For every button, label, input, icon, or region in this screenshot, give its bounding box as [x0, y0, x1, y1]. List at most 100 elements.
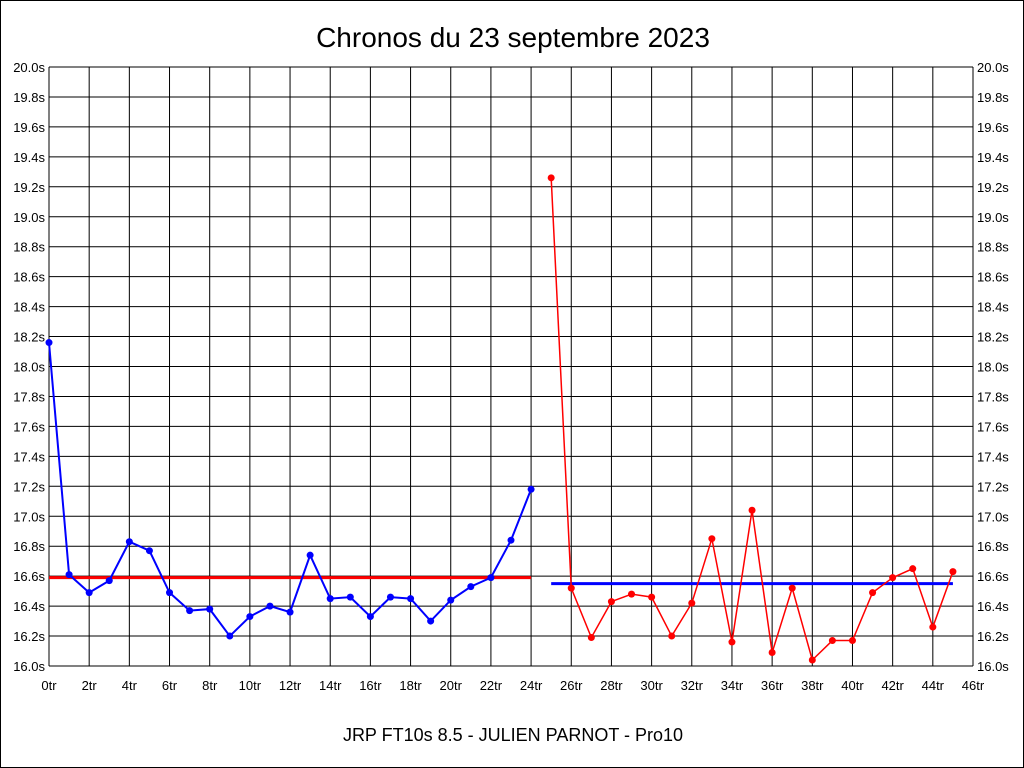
x-tick-label: 36tr [761, 678, 784, 693]
y-tick-label-right: 17.0s [977, 509, 1009, 524]
y-tick-label-left: 16.6s [13, 569, 45, 584]
data-point [166, 589, 174, 597]
y-tick-label-right: 17.8s [977, 389, 1009, 404]
x-tick-label: 0tr [41, 678, 57, 693]
data-point [628, 590, 636, 598]
data-point [507, 536, 515, 544]
y-tick-label-right: 16.4s [977, 599, 1009, 614]
x-tick-label: 18tr [399, 678, 422, 693]
y-tick-label-left: 16.4s [13, 599, 45, 614]
data-point [85, 589, 93, 597]
y-tick-label-right: 18.0s [977, 360, 1009, 375]
data-point [788, 584, 796, 592]
y-tick-label-left: 17.6s [13, 419, 45, 434]
y-tick-label-left: 16.8s [13, 539, 45, 554]
data-point [407, 595, 415, 603]
x-tick-label: 32tr [681, 678, 704, 693]
data-point [186, 607, 194, 615]
y-tick-label-right: 18.2s [977, 330, 1009, 345]
y-tick-label-left: 20.0s [13, 60, 45, 75]
x-tick-label: 28tr [600, 678, 623, 693]
y-tick-label-right: 18.6s [977, 270, 1009, 285]
y-tick-label-left: 18.0s [13, 360, 45, 375]
data-point [808, 656, 816, 664]
y-tick-label-right: 20.0s [977, 60, 1009, 75]
x-tick-label: 4tr [122, 678, 138, 693]
data-point [668, 632, 676, 640]
data-point [306, 551, 314, 559]
y-tick-label-right: 16.2s [977, 629, 1009, 644]
data-point [467, 583, 475, 591]
y-tick-label-left: 18.4s [13, 300, 45, 315]
y-tick-label-left: 19.0s [13, 210, 45, 225]
y-tick-label-left: 16.2s [13, 629, 45, 644]
x-tick-label: 2tr [82, 678, 98, 693]
y-tick-label-left: 19.4s [13, 150, 45, 165]
y-tick-label-right: 19.2s [977, 180, 1009, 195]
data-point [587, 634, 595, 642]
y-tick-label-right: 17.2s [977, 479, 1009, 494]
x-tick-label: 38tr [801, 678, 824, 693]
data-point [527, 485, 535, 493]
y-tick-label-right: 19.4s [977, 150, 1009, 165]
y-tick-label-left: 17.8s [13, 389, 45, 404]
data-point [386, 593, 394, 601]
x-tick-label: 16tr [359, 678, 382, 693]
data-point [246, 613, 254, 621]
y-tick-label-right: 19.8s [977, 90, 1009, 105]
y-tick-label-right: 16.8s [977, 539, 1009, 554]
data-point [929, 623, 937, 631]
y-tick-label-left: 19.6s [13, 120, 45, 135]
y-tick-label-left: 16.0s [13, 659, 45, 674]
data-point [547, 174, 555, 182]
data-point [226, 632, 234, 640]
data-point [688, 599, 696, 607]
data-point [567, 584, 575, 592]
data-point [607, 598, 615, 606]
data-point [708, 535, 716, 543]
y-tick-label-right: 19.6s [977, 120, 1009, 135]
data-point [45, 339, 53, 347]
y-tick-label-right: 18.4s [977, 300, 1009, 315]
chart-subtitle: JRP FT10s 8.5 - JULIEN PARNOT - Pro10 [343, 725, 683, 745]
x-tick-label: 14tr [319, 678, 342, 693]
x-tick-label: 26tr [560, 678, 583, 693]
y-tick-label-left: 17.2s [13, 479, 45, 494]
x-tick-label: 34tr [721, 678, 744, 693]
data-point [848, 637, 856, 645]
data-point [748, 506, 756, 514]
y-tick-label-left: 19.8s [13, 90, 45, 105]
x-tick-label: 20tr [440, 678, 463, 693]
x-tick-label: 40tr [841, 678, 864, 693]
data-point [447, 596, 455, 604]
data-point [909, 565, 917, 573]
y-tick-label-left: 17.0s [13, 509, 45, 524]
data-point [828, 637, 836, 645]
x-tick-label: 6tr [162, 678, 178, 693]
data-point [286, 608, 294, 616]
y-tick-label-right: 18.8s [977, 240, 1009, 255]
data-point [889, 574, 897, 582]
data-point [869, 589, 877, 597]
x-tick-label: 44tr [922, 678, 945, 693]
x-tick-label: 12tr [279, 678, 302, 693]
x-tick-label: 10tr [239, 678, 262, 693]
data-point [206, 605, 214, 613]
y-tick-label-right: 16.0s [977, 659, 1009, 674]
y-tick-label-left: 18.2s [13, 330, 45, 345]
data-point [366, 613, 374, 621]
y-tick-label-left: 18.8s [13, 240, 45, 255]
chart-title: Chronos du 23 septembre 2023 [316, 22, 710, 53]
y-tick-label-right: 19.0s [977, 210, 1009, 225]
data-point [768, 649, 776, 657]
x-tick-label: 46tr [962, 678, 985, 693]
data-point [266, 602, 274, 610]
x-tick-label: 24tr [520, 678, 543, 693]
x-tick-label: 30tr [640, 678, 663, 693]
y-tick-label-right: 17.4s [977, 449, 1009, 464]
y-tick-label-right: 16.6s [977, 569, 1009, 584]
x-tick-label: 22tr [480, 678, 503, 693]
data-point [105, 577, 113, 585]
data-point [65, 571, 73, 579]
